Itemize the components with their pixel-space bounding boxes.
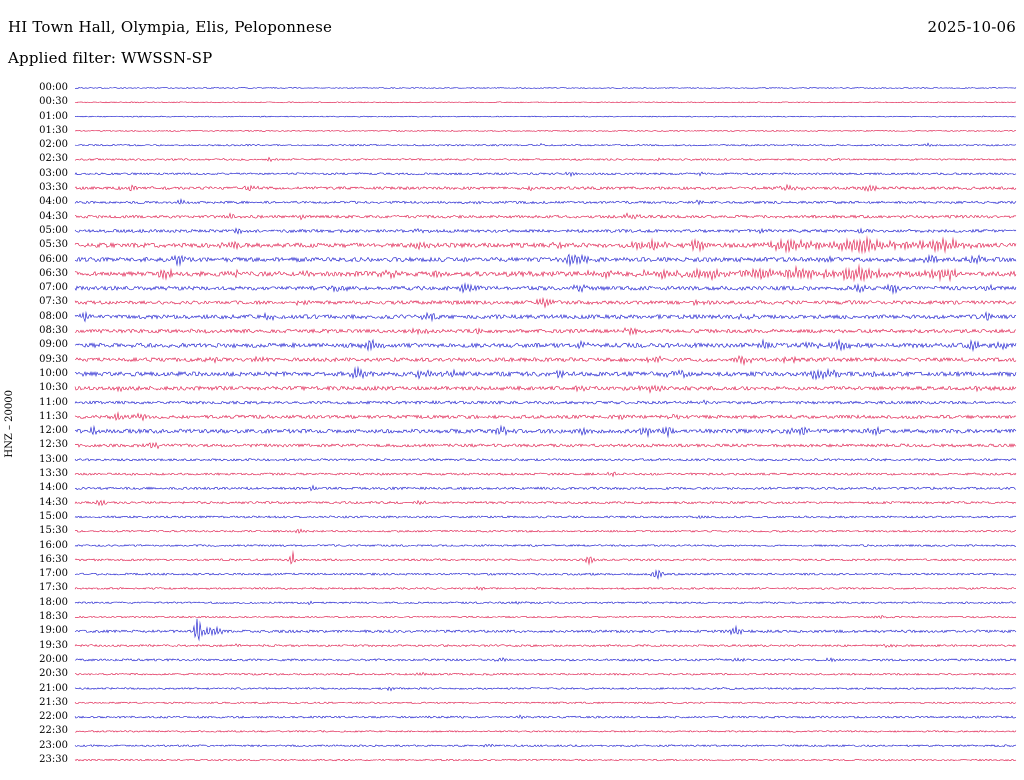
helicorder-page: HI Town Hall, Olympia, Elis, Peloponnese…	[0, 0, 1024, 780]
seismogram-traces	[0, 0, 1024, 780]
